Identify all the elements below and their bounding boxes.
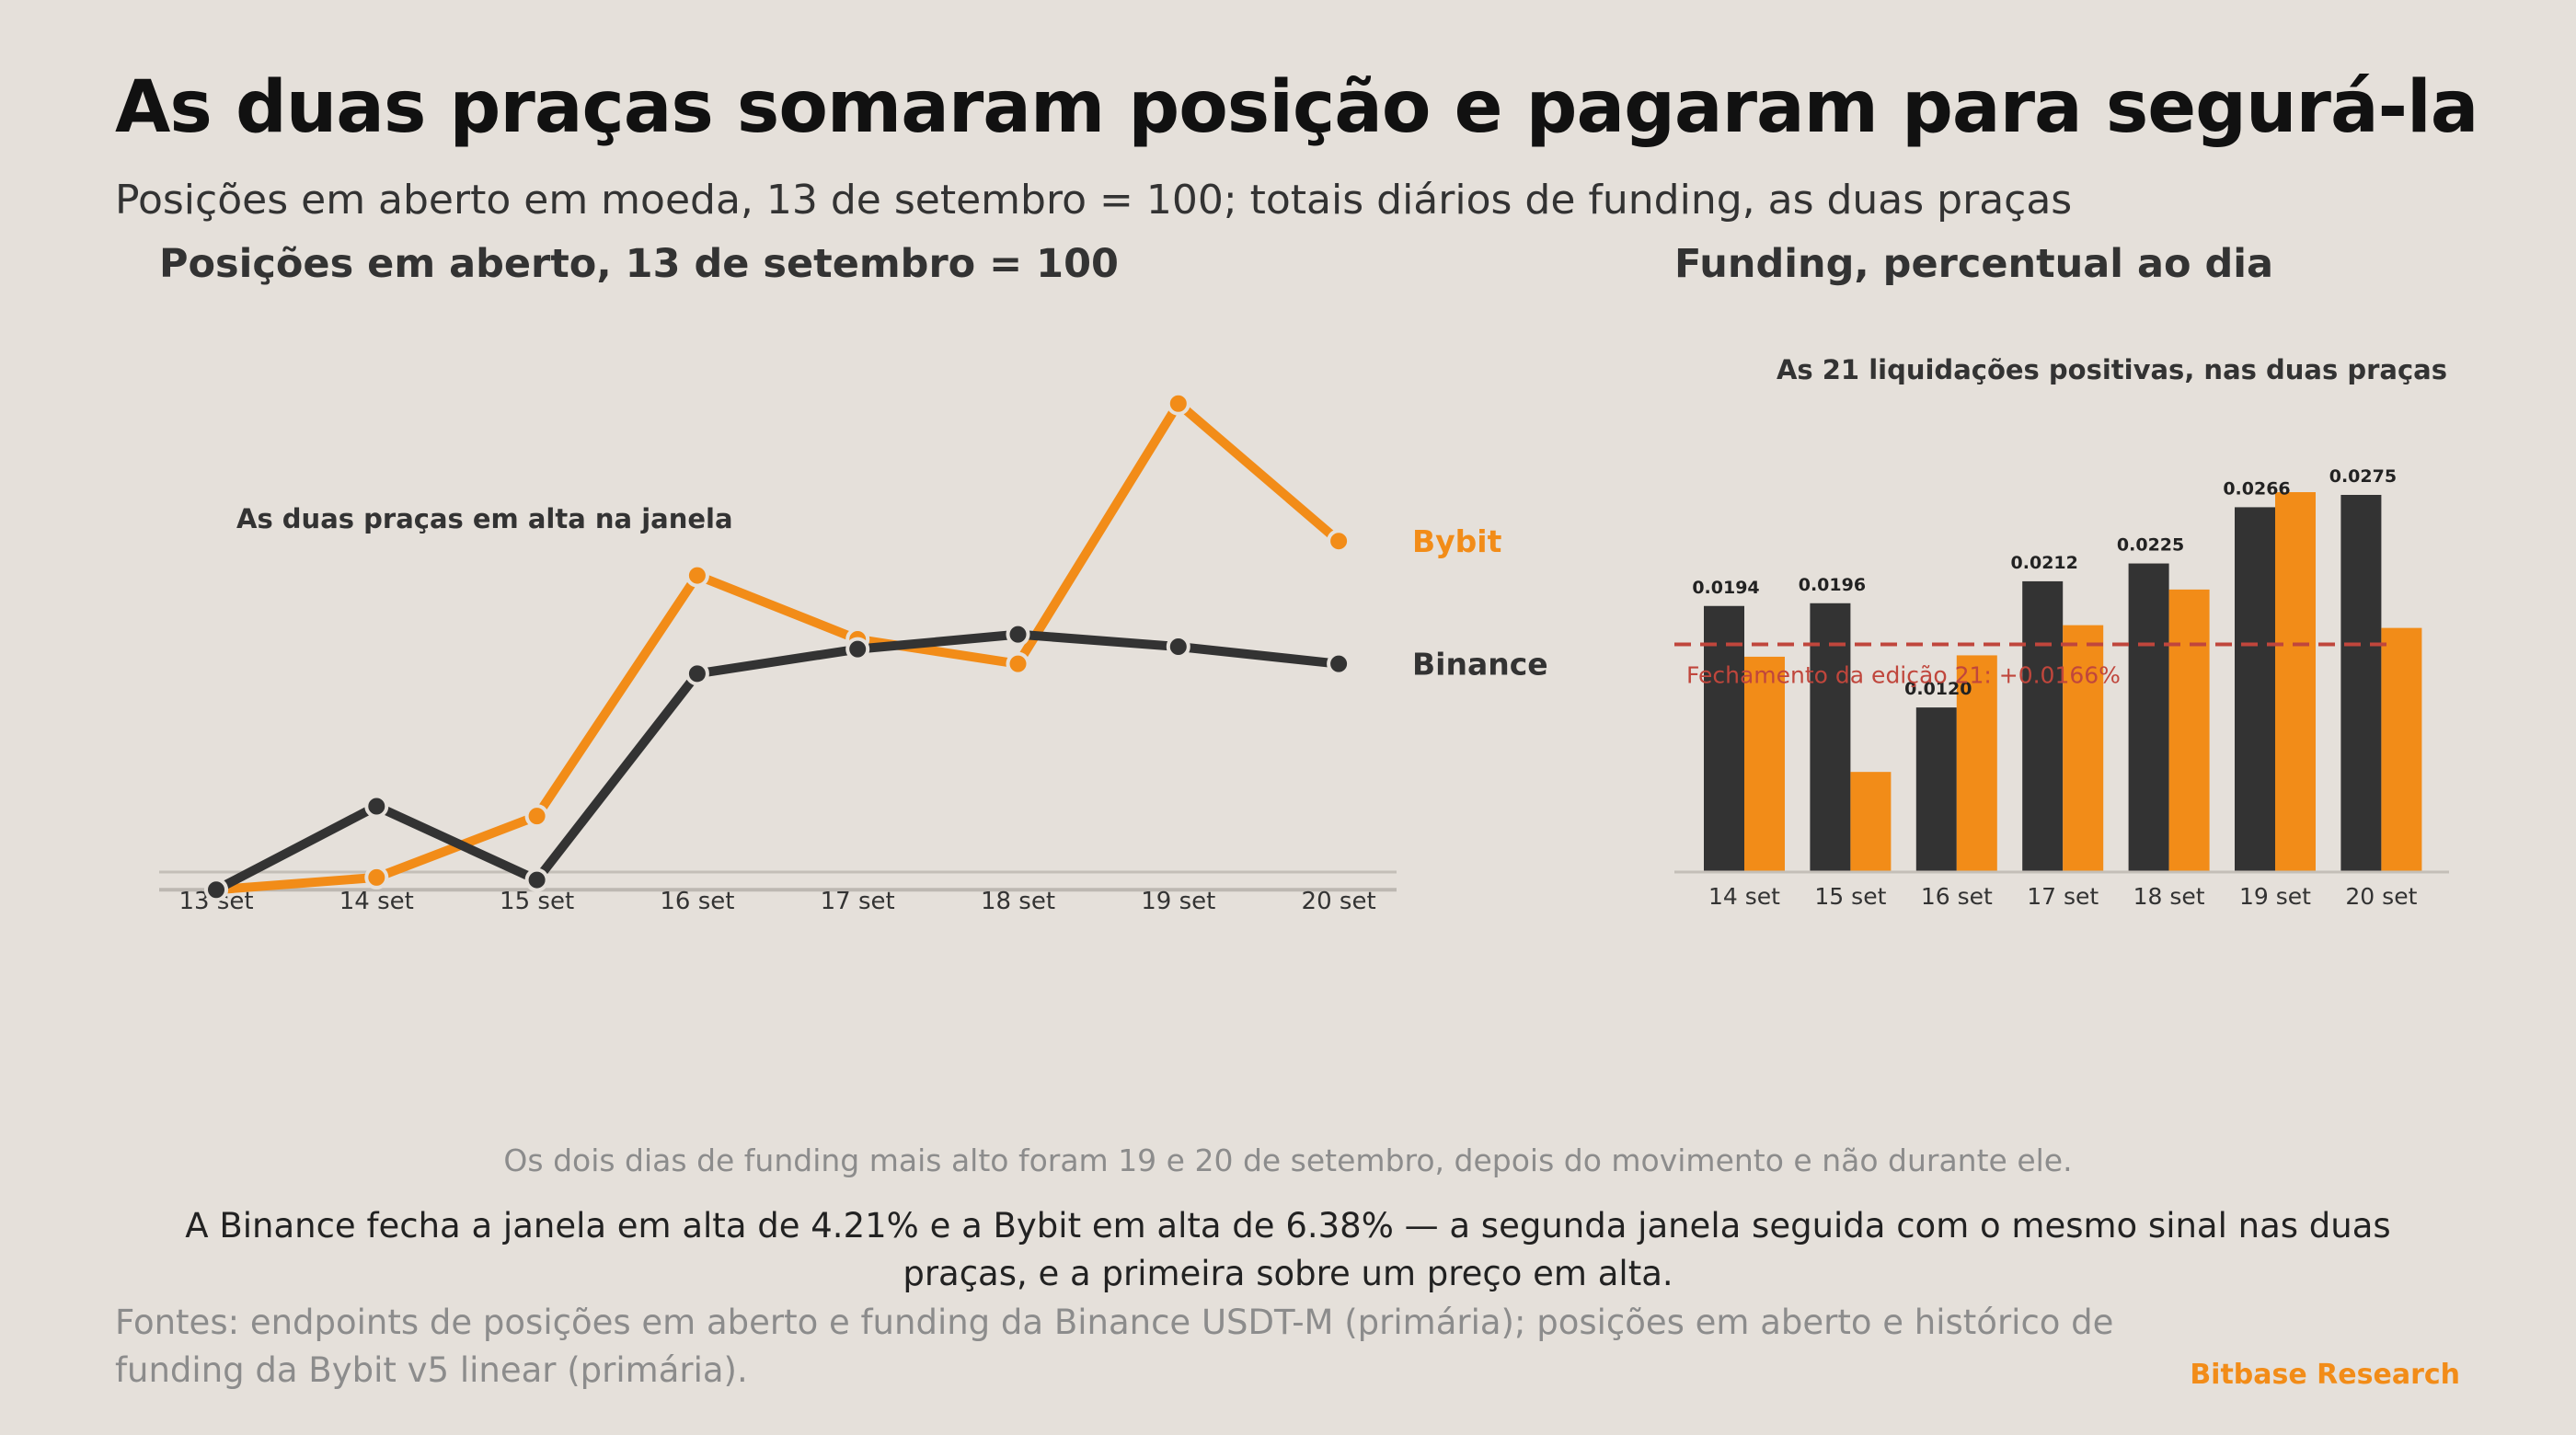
bar-bybit-5	[2275, 492, 2316, 872]
bar-bybit-4	[2168, 589, 2210, 872]
point-binance-4	[845, 637, 870, 661]
bar-value-label-1: 0.0196	[1799, 575, 1866, 595]
bar-value-label-0: 0.0194	[1692, 578, 1759, 598]
charts-canvas: 13 set 14 set 15 set 16 set 17 set 18 set 19 s…	[159, 354, 2449, 915]
brand-label: Bitbase Research	[2190, 1359, 2460, 1391]
bar-binance-5	[2235, 507, 2275, 872]
line-annotation: As duas praças em alta na janela	[236, 503, 733, 534]
bar-binance-2	[1915, 707, 1957, 872]
bar-value-label-3: 0.0212	[2011, 553, 2078, 573]
point-binance-3	[684, 661, 709, 686]
point-bybit-7	[1327, 529, 1351, 554]
bar-x-tick-4: 18 set	[2133, 883, 2205, 910]
point-binance-2	[524, 867, 549, 892]
line-x-tick-2: 15 set	[500, 888, 574, 915]
point-bybit-3	[684, 563, 709, 588]
point-binance-0	[204, 878, 228, 902]
bar-binance-4	[2128, 563, 2169, 872]
point-bybit-1	[364, 865, 389, 890]
line-x-tick-7: 20 set	[1302, 888, 1376, 915]
line-x-tick-5: 18 set	[981, 888, 1055, 915]
bar-value-label-5: 0.0266	[2223, 478, 2290, 499]
series-line-bybit	[212, 398, 1344, 895]
bar-x-tick-6: 20 set	[2345, 883, 2417, 910]
sources-note: Fontes: endpoints de posições em aberto …	[115, 1303, 2114, 1390]
funding-note: Os dois dias de funding mais alto foram …	[503, 1142, 2073, 1178]
point-bybit-5	[1006, 651, 1030, 676]
point-binance-1	[364, 794, 389, 819]
bar-x-tick-5: 19 set	[2239, 883, 2311, 910]
bar-binance-6	[2340, 495, 2382, 872]
line-x-tick-1: 14 set	[339, 888, 414, 915]
series-line-binance	[212, 629, 1344, 895]
series-label-binance: Binance	[1412, 647, 1548, 683]
bar-x-tick-1: 15 set	[1814, 883, 1886, 910]
bar-value-label-2: 0.0120	[1904, 679, 1972, 699]
line-x-tick-6: 19 set	[1141, 888, 1215, 915]
bar-binance-0	[1704, 605, 1744, 872]
point-binance-5	[1006, 622, 1030, 647]
bar-bybit-1	[1850, 772, 1892, 872]
bar-value-label-4: 0.0225	[2117, 535, 2184, 556]
bar-x-tick-2: 16 set	[1921, 883, 1993, 910]
line-chart-title: Posições em aberto, 13 de setembro = 100	[159, 241, 1119, 287]
summary-note: A Binance fecha a janela em alta de 4.21…	[185, 1206, 2391, 1293]
bar-x-tick-0: 14 set	[1708, 883, 1780, 910]
point-binance-7	[1327, 651, 1351, 676]
page-title: As duas praças somaram posição e pagaram…	[115, 66, 2478, 149]
bar-value-label-6: 0.0275	[2329, 466, 2397, 487]
line-x-tick-3: 16 set	[660, 888, 734, 915]
reference-label: Fechamento da edição 21: +0.0166%	[1686, 662, 2121, 689]
bar-bybit-0	[1744, 656, 1785, 872]
bar-x-tick-3: 17 set	[2027, 883, 2099, 910]
point-bybit-6	[1166, 391, 1190, 416]
bar-bybit-6	[2381, 627, 2422, 872]
point-binance-6	[1166, 634, 1190, 659]
point-bybit-2	[524, 804, 549, 829]
bar-annotation: As 21 liquidações positivas, nas duas pr…	[1777, 354, 2447, 385]
page-subtitle: Posições em aberto em moeda, 13 de setem…	[115, 177, 2073, 224]
bar-binance-1	[1810, 603, 1851, 872]
bar-bybit-3	[2063, 625, 2104, 872]
bar-chart-title: Funding, percentual ao dia	[1674, 241, 2274, 287]
bar-bybit-2	[1956, 655, 1997, 872]
bar-binance-3	[2022, 580, 2064, 872]
line-x-tick-4: 17 set	[821, 888, 895, 915]
series-label-bybit: Bybit	[1412, 523, 1502, 559]
